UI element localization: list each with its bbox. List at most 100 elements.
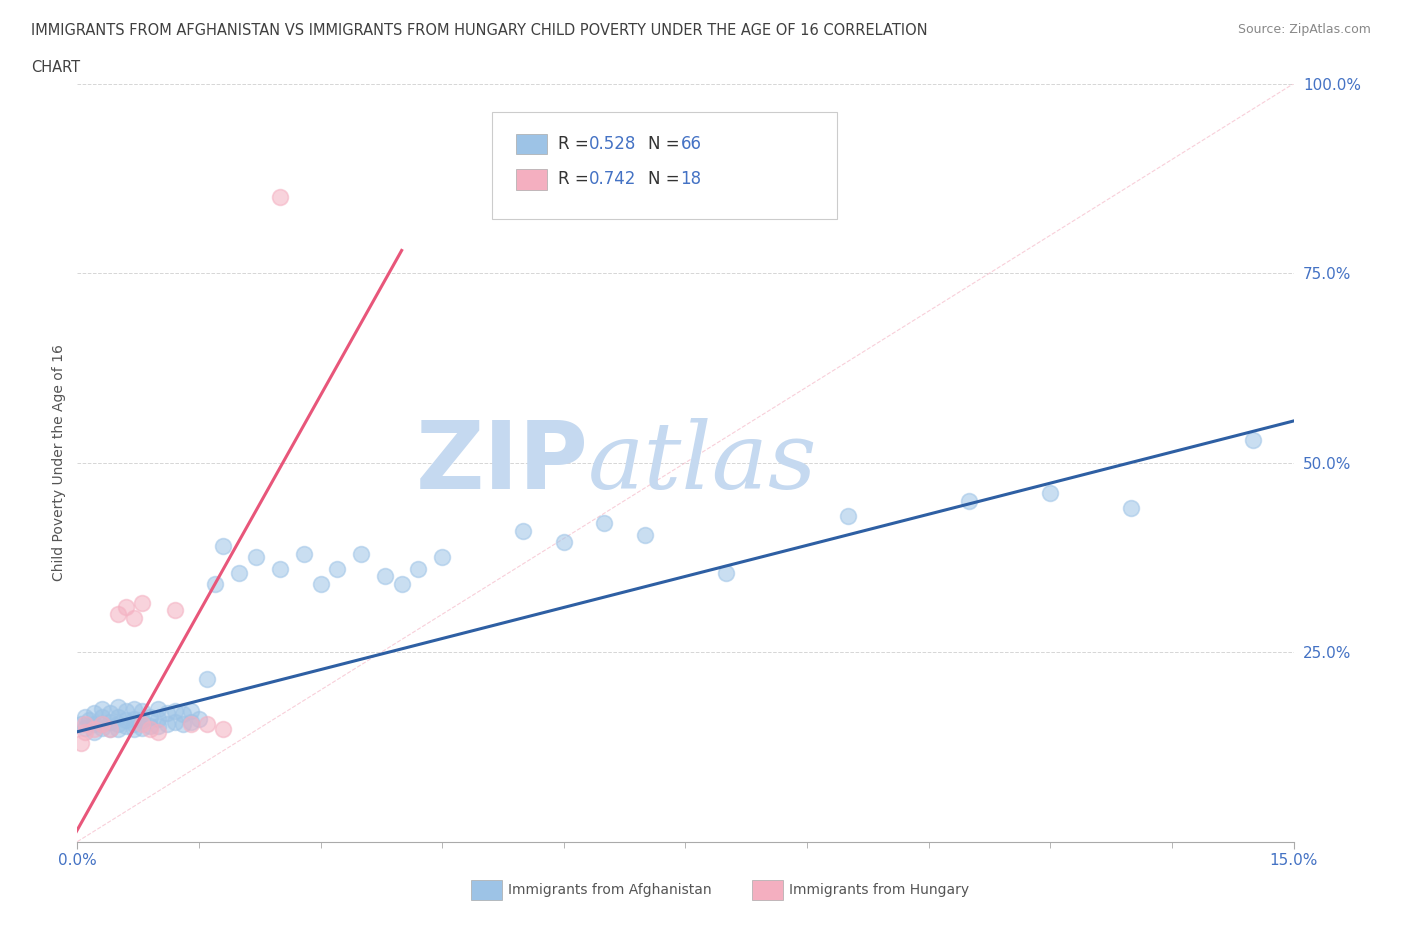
Point: [75, 724, 97, 739]
Point: [195, 717, 218, 732]
Point: [83, 722, 105, 737]
Point: [75, 721, 97, 736]
Point: [131, 704, 153, 719]
Point: [269, 190, 291, 205]
Point: [79, 713, 101, 728]
Point: [115, 599, 138, 614]
Point: [148, 724, 170, 739]
Point: [188, 711, 211, 726]
Point: [115, 713, 138, 728]
Point: [83, 705, 105, 720]
Point: [350, 546, 373, 561]
Point: [957, 493, 980, 508]
Point: [163, 704, 186, 719]
Text: atlas: atlas: [588, 418, 818, 508]
Text: R =: R =: [558, 170, 595, 189]
Point: [75, 717, 97, 732]
Text: CHART: CHART: [31, 60, 80, 75]
Text: Source: ZipAtlas.com: Source: ZipAtlas.com: [1237, 23, 1371, 36]
Point: [163, 603, 186, 618]
Text: 18: 18: [681, 170, 702, 189]
Point: [212, 722, 235, 737]
Point: [634, 527, 657, 542]
Point: [180, 717, 202, 732]
Text: ZIP: ZIP: [415, 417, 588, 509]
Point: [837, 509, 859, 524]
Text: Immigrants from Hungary: Immigrants from Hungary: [789, 883, 969, 897]
Point: [122, 711, 145, 726]
Point: [180, 704, 202, 719]
Point: [98, 722, 121, 737]
Point: [148, 711, 170, 726]
Y-axis label: Child Poverty Under the Age of 16: Child Poverty Under the Age of 16: [52, 344, 66, 581]
Point: [98, 714, 121, 729]
Point: [172, 707, 194, 722]
Point: [714, 565, 737, 580]
Point: [406, 562, 429, 577]
Point: [172, 717, 194, 732]
Point: [90, 721, 112, 736]
Point: [139, 722, 162, 737]
Point: [122, 701, 145, 716]
Point: [148, 701, 170, 716]
Point: [107, 710, 129, 724]
Point: [212, 538, 235, 553]
Point: [90, 717, 112, 732]
Point: [374, 569, 396, 584]
Text: R =: R =: [558, 135, 595, 153]
Text: 0.528: 0.528: [589, 135, 637, 153]
Point: [1121, 500, 1143, 515]
Point: [70, 717, 93, 732]
Point: [391, 577, 413, 591]
Point: [107, 717, 129, 732]
Point: [83, 717, 105, 732]
Point: [107, 722, 129, 737]
Text: N =: N =: [648, 135, 685, 153]
Text: 0.742: 0.742: [589, 170, 637, 189]
Text: N =: N =: [648, 170, 685, 189]
Point: [83, 724, 105, 739]
Point: [107, 699, 129, 714]
Point: [90, 710, 112, 724]
Point: [309, 577, 332, 591]
Point: [180, 714, 202, 729]
Point: [1039, 485, 1062, 500]
Point: [292, 546, 315, 561]
Point: [107, 607, 129, 622]
Point: [131, 713, 153, 728]
Point: [163, 714, 186, 729]
Point: [155, 717, 177, 732]
Point: [228, 565, 250, 580]
Point: [245, 550, 267, 565]
Point: [593, 516, 616, 531]
Point: [131, 721, 153, 736]
Point: [131, 595, 153, 610]
Point: [148, 718, 170, 733]
Point: [553, 535, 575, 550]
Point: [98, 722, 121, 737]
Point: [139, 719, 162, 734]
Point: [131, 717, 153, 732]
Point: [90, 717, 112, 732]
Point: [122, 722, 145, 737]
Point: [75, 710, 97, 724]
Point: [70, 736, 93, 751]
Text: Immigrants from Afghanistan: Immigrants from Afghanistan: [508, 883, 711, 897]
Text: 66: 66: [681, 135, 702, 153]
Point: [195, 671, 218, 686]
Point: [155, 705, 177, 720]
Point: [512, 524, 534, 538]
Point: [1241, 432, 1264, 447]
Point: [139, 710, 162, 724]
Text: IMMIGRANTS FROM AFGHANISTAN VS IMMIGRANTS FROM HUNGARY CHILD POVERTY UNDER THE A: IMMIGRANTS FROM AFGHANISTAN VS IMMIGRANT…: [31, 23, 928, 38]
Point: [115, 703, 138, 718]
Point: [326, 562, 349, 577]
Point: [122, 611, 145, 626]
Point: [122, 717, 145, 732]
Point: [269, 562, 291, 577]
Point: [204, 577, 226, 591]
Point: [90, 701, 112, 716]
Point: [98, 705, 121, 720]
Point: [430, 550, 453, 565]
Point: [115, 719, 138, 734]
